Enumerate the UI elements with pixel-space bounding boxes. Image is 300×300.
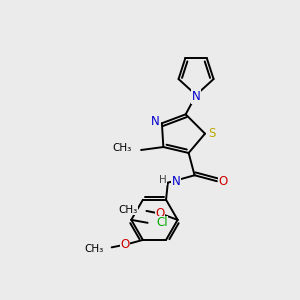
Text: CH₃: CH₃ bbox=[84, 244, 103, 254]
Text: O: O bbox=[218, 175, 227, 188]
Text: S: S bbox=[208, 127, 215, 140]
Text: H: H bbox=[159, 175, 166, 185]
Text: CH₃: CH₃ bbox=[118, 205, 137, 215]
Text: N: N bbox=[151, 115, 160, 128]
Text: O: O bbox=[155, 207, 164, 220]
Text: N: N bbox=[171, 175, 180, 188]
Text: N: N bbox=[192, 90, 200, 103]
Text: CH₃: CH₃ bbox=[112, 142, 132, 153]
Text: Cl: Cl bbox=[156, 216, 168, 229]
Text: O: O bbox=[120, 238, 130, 251]
